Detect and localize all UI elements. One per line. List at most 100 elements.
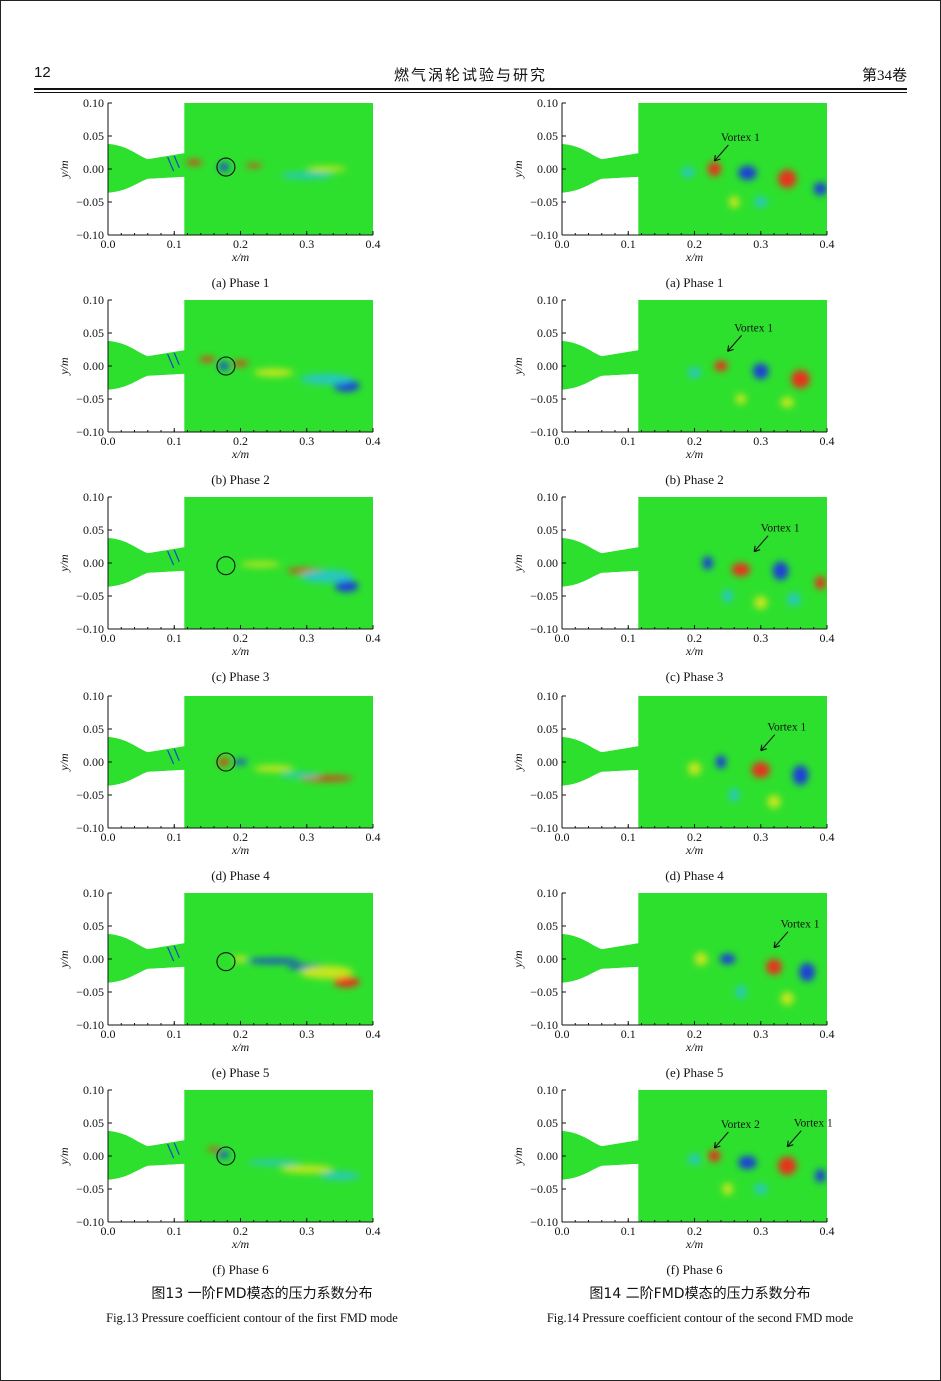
x-axis-label: x/m <box>231 447 250 461</box>
flow-domain <box>108 1090 373 1222</box>
contour-blob <box>306 166 347 172</box>
y-tick-label: −0.10 <box>530 425 558 439</box>
contour-blob <box>799 962 816 982</box>
panel-caption: (f) Phase 6 <box>212 1262 269 1277</box>
page-header: 12 燃气涡轮试验与研究 第34卷 <box>34 64 907 86</box>
y-axis-label: y/m <box>57 357 71 376</box>
x-tick-label: 0.0 <box>555 830 570 844</box>
panel-caption: (f) Phase 6 <box>666 1262 723 1277</box>
contour-blob <box>714 360 728 372</box>
contour-blob <box>333 976 360 988</box>
volume-label: 第34卷 <box>861 68 907 84</box>
fig14-panel-6: 0.0 0.1 0.2 0.3 0.4 0.10 0.05 0.00 −0.05 −0.10 x/m… <box>511 1083 837 1264</box>
y-axis-label: y/m <box>511 357 525 376</box>
x-tick-label: 0.2 <box>687 631 702 645</box>
x-tick-label: 0.3 <box>299 237 314 251</box>
y-tick-label: −0.10 <box>530 1018 558 1032</box>
y-tick-label: 0.00 <box>537 359 558 373</box>
vortex-marker-circle <box>216 157 236 177</box>
contour-blob <box>708 1150 721 1162</box>
x-tick-label: 0.2 <box>233 434 248 448</box>
y-tick-label: 0.00 <box>83 1149 104 1163</box>
x-tick-label: 0.3 <box>753 830 768 844</box>
pressure-contour-plot: 0.0 0.1 0.2 0.3 0.4 0.10 0.05 0.00 −0.05 −0.10 x/m… <box>57 490 381 658</box>
y-tick-label: 0.05 <box>537 523 558 537</box>
contour-blob <box>735 393 747 405</box>
x-tick-label: 0.3 <box>753 237 768 251</box>
contour-blob <box>752 363 769 380</box>
y-tick-label: 0.10 <box>83 96 104 110</box>
contour-blob <box>728 788 740 802</box>
x-axis-label: x/m <box>231 1040 250 1054</box>
vortex-label: Vortex 1 <box>721 132 760 144</box>
x-tick-label: 0.0 <box>101 1224 116 1238</box>
header-rule-thin <box>34 92 907 93</box>
vortex-label: Vortex 1 <box>767 722 806 734</box>
x-axis-label: x/m <box>231 250 250 264</box>
injector-streak <box>167 155 180 172</box>
contour-blob <box>780 992 794 1006</box>
contour-blob <box>280 772 320 778</box>
contour-blob <box>715 755 727 769</box>
x-tick-label: 0.4 <box>820 1224 835 1238</box>
contour-blob <box>754 196 768 208</box>
panel-caption: (b) Phase 2 <box>665 472 724 487</box>
vortex-label: Vortex 1 <box>794 1118 833 1130</box>
contour-blob <box>300 373 354 385</box>
y-tick-label: −0.10 <box>76 1215 104 1229</box>
y-tick-label: −0.10 <box>530 1215 558 1229</box>
x-axis-label: x/m <box>685 644 704 658</box>
x-tick-label: 0.0 <box>555 237 570 251</box>
y-tick-label: 0.10 <box>83 490 104 504</box>
contour-blob <box>280 172 334 179</box>
flow-domain <box>562 497 827 629</box>
contour-blob <box>300 569 354 583</box>
vortex-label: Vortex 1 <box>780 919 819 931</box>
x-tick-label: 0.2 <box>687 830 702 844</box>
x-axis-label: x/m <box>685 1237 704 1251</box>
y-tick-label: 0.00 <box>83 755 104 769</box>
y-tick-label: −0.05 <box>76 1182 104 1196</box>
contour-blob <box>233 759 248 765</box>
y-tick-label: −0.05 <box>530 985 558 999</box>
y-tick-label: −0.10 <box>76 228 104 242</box>
injector-streak <box>167 748 180 765</box>
x-axis-label: x/m <box>231 644 250 658</box>
x-tick-label: 0.0 <box>101 237 116 251</box>
contour-blob <box>186 159 203 166</box>
x-tick-label: 0.2 <box>687 434 702 448</box>
vortex-marker-circle <box>216 1146 236 1166</box>
page-number: 12 <box>34 64 51 81</box>
fig13-panel-4: 0.0 0.1 0.2 0.3 0.4 0.10 0.05 0.00 −0.05 −0.10 x/m… <box>57 689 383 870</box>
panel-caption: (a) Phase 1 <box>665 275 724 290</box>
pressure-contour-plot: 0.0 0.1 0.2 0.3 0.4 0.10 0.05 0.00 −0.05 −0.10 x/m… <box>511 689 835 857</box>
y-tick-label: 0.05 <box>83 523 104 537</box>
contour-blob <box>777 169 797 189</box>
x-tick-label: 0.1 <box>621 434 636 448</box>
fig13-panel-3: 0.0 0.1 0.2 0.3 0.4 0.10 0.05 0.00 −0.05 −0.10 x/m… <box>57 490 383 671</box>
flow-domain <box>108 497 373 629</box>
y-tick-label: 0.00 <box>537 162 558 176</box>
x-tick-label: 0.1 <box>167 237 182 251</box>
x-tick-label: 0.3 <box>299 830 314 844</box>
contour-blob <box>694 952 708 966</box>
y-tick-label: 0.05 <box>83 722 104 736</box>
contour-blob <box>687 762 702 776</box>
y-tick-label: −0.05 <box>530 1182 558 1196</box>
contour-blob <box>232 360 249 366</box>
contour-blob <box>218 1151 230 1158</box>
y-tick-label: −0.10 <box>530 622 558 636</box>
contour-blob <box>280 1165 334 1174</box>
contour-blob <box>681 167 695 178</box>
pressure-contour-plot: 0.0 0.1 0.2 0.3 0.4 0.10 0.05 0.00 −0.05 −0.10 x/m… <box>57 1083 381 1251</box>
y-axis-label: y/m <box>511 950 525 969</box>
contour-blob <box>722 1183 733 1195</box>
panel-caption: (c) Phase 3 <box>665 669 724 684</box>
y-axis-label: y/m <box>57 160 71 179</box>
x-tick-label: 0.3 <box>753 1224 768 1238</box>
y-tick-label: 0.05 <box>83 129 104 143</box>
y-tick-label: 0.10 <box>537 689 558 703</box>
pressure-contour-plot: 0.0 0.1 0.2 0.3 0.4 0.10 0.05 0.00 −0.05 −0.10 x/m… <box>511 886 835 1054</box>
vortex-marker-circle <box>216 356 236 376</box>
x-tick-label: 0.0 <box>101 1027 116 1041</box>
